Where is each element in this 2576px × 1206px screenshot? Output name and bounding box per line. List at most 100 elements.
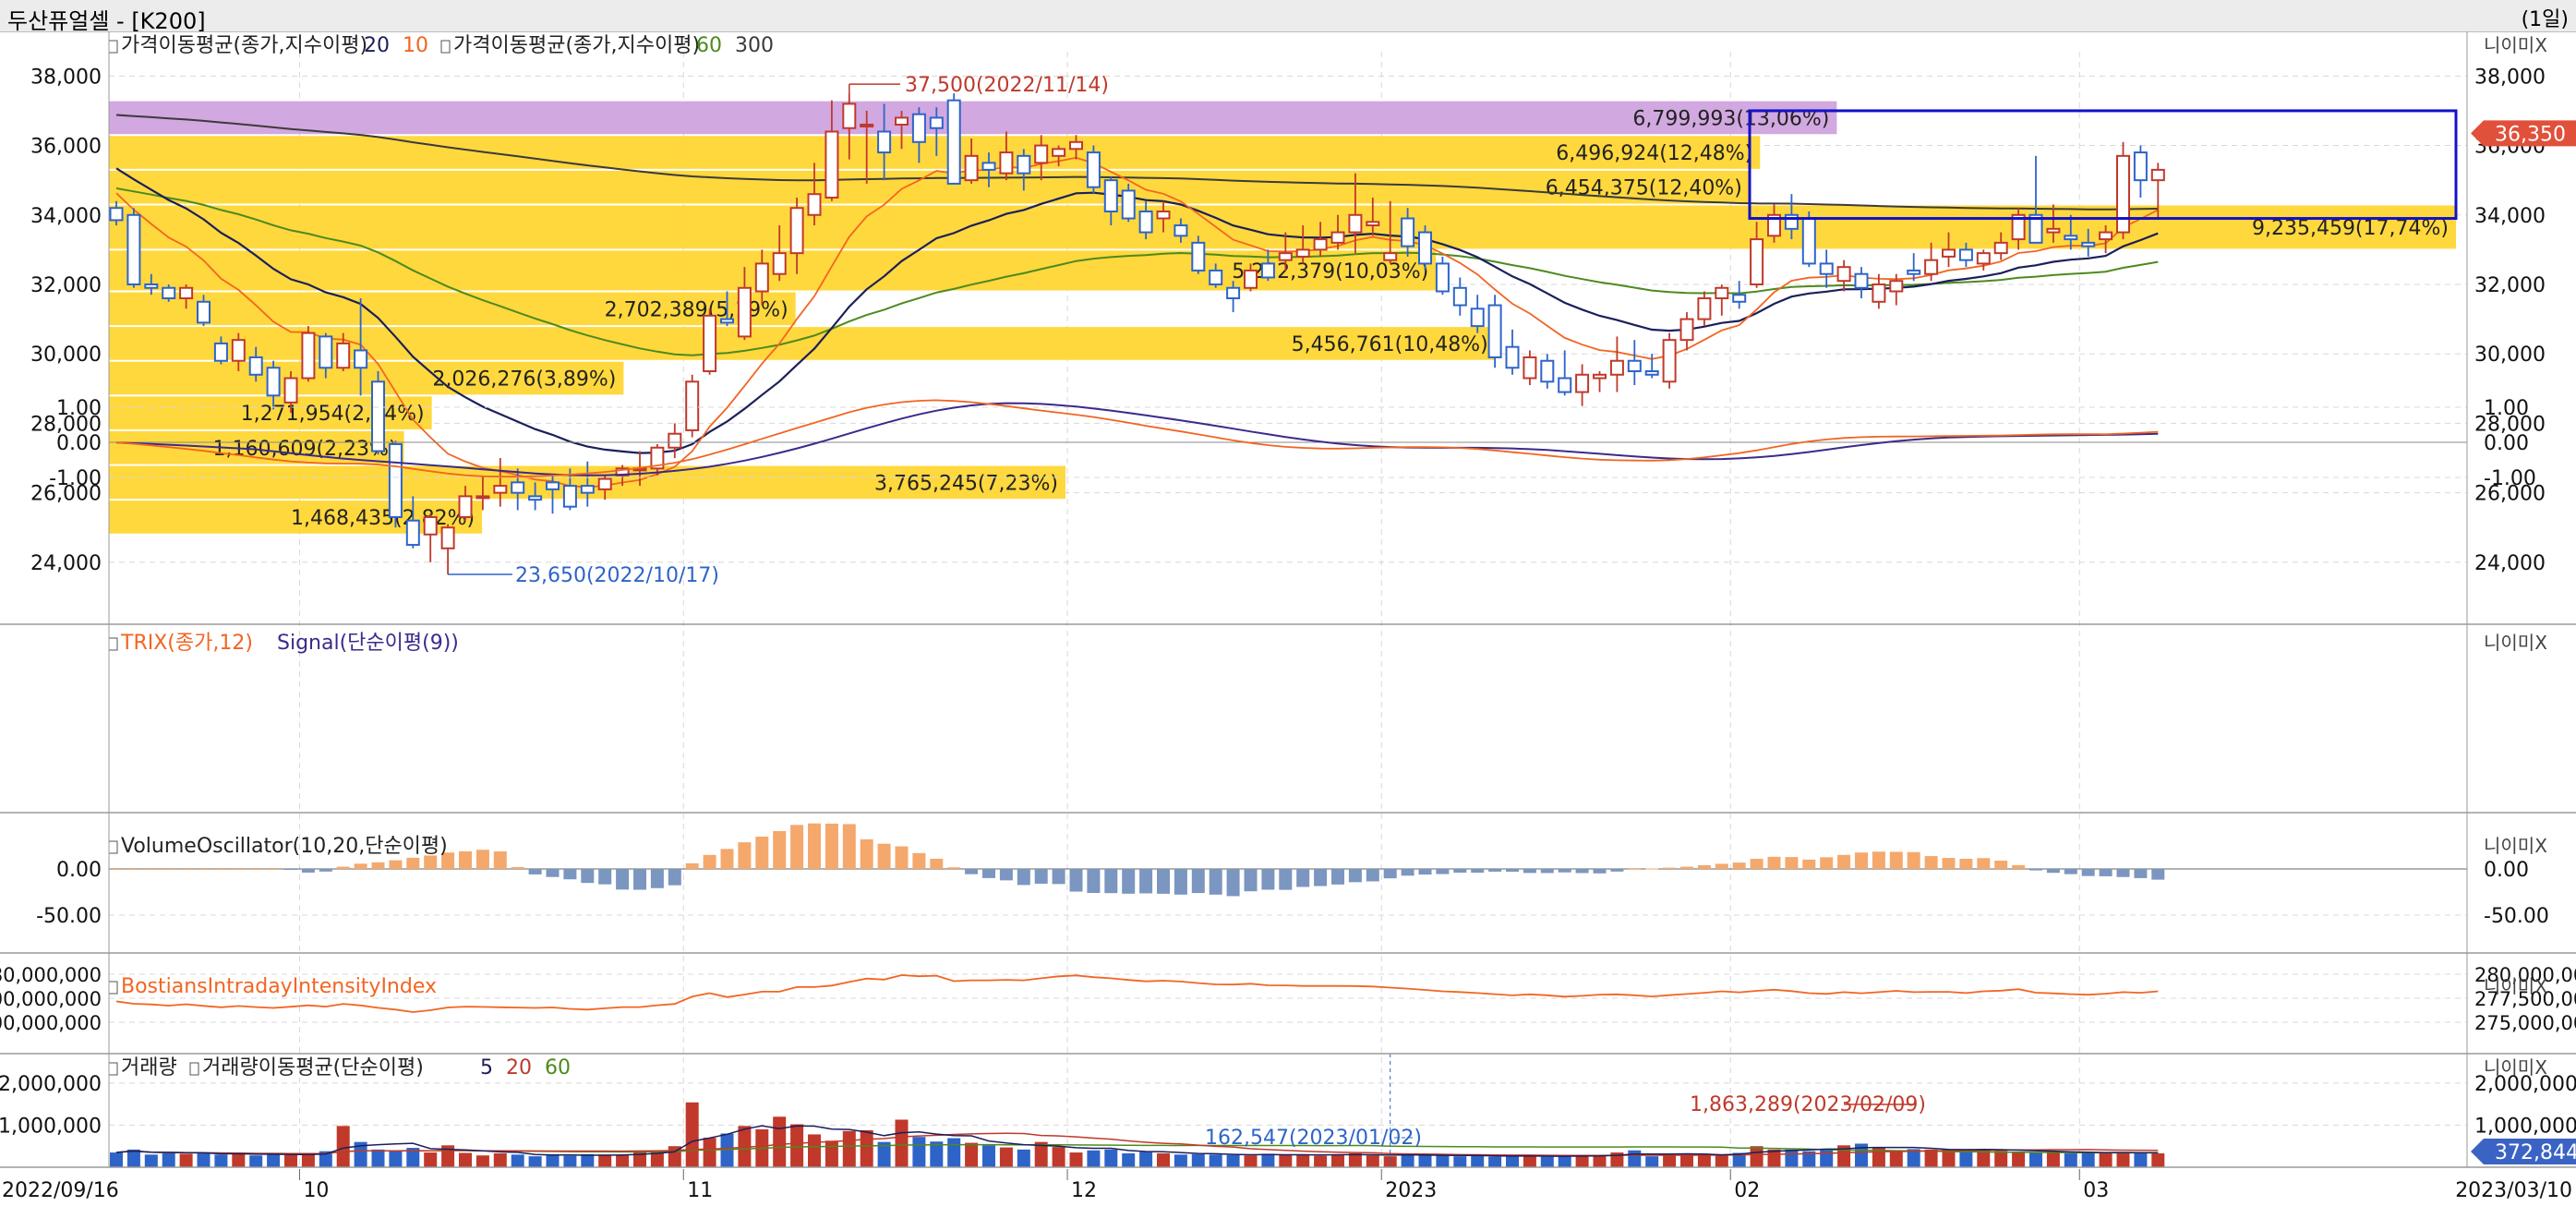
- vo-bar: [1540, 869, 1554, 874]
- volume-bar: [616, 1154, 630, 1167]
- candle-body: [650, 446, 665, 470]
- volume-bar: [1052, 1147, 1065, 1167]
- vo-bar: [126, 869, 140, 870]
- volume-bar: [249, 1155, 263, 1167]
- vo-bar: [528, 869, 542, 874]
- vo-bar: [1052, 869, 1065, 885]
- candle: [946, 93, 961, 185]
- vo-bar: [842, 824, 856, 869]
- candle: [2150, 163, 2165, 219]
- volume-tick-left: 2,000,000: [0, 1073, 102, 1096]
- candle: [440, 524, 455, 575]
- panel-controls: 니이미X: [2484, 34, 2547, 56]
- current-volume-tag: [2471, 1139, 2576, 1165]
- vo-bar: [738, 842, 752, 869]
- volume-profile-bar: [109, 101, 1837, 135]
- current-volume-label: 372,844: [2495, 1141, 2576, 1164]
- price-tick-left: 26,000: [30, 483, 102, 506]
- vo-bar: [703, 854, 716, 869]
- candle-body: [1138, 211, 1153, 234]
- candle: [2099, 225, 2113, 254]
- candle: [1750, 222, 1764, 288]
- candle: [1401, 208, 1415, 257]
- vo-bar: [1697, 864, 1711, 869]
- volume-bar: [1261, 1153, 1275, 1167]
- selection-box[interactable]: [1748, 109, 2458, 221]
- candle: [929, 107, 944, 156]
- vo-bar: [2151, 869, 2165, 880]
- vo-bar: [999, 869, 1013, 881]
- volume-bar: [144, 1154, 158, 1167]
- vo-bar: [1314, 869, 1328, 886]
- vo-bar: [2116, 869, 2130, 877]
- volume-bar: [2099, 1152, 2113, 1167]
- volume-bar: [2081, 1152, 2095, 1167]
- candle: [580, 461, 595, 507]
- candle: [981, 152, 996, 187]
- vo-bar: [930, 858, 944, 869]
- volume-bar: [1715, 1153, 1728, 1167]
- candle: [2028, 155, 2043, 244]
- high-label: 37,500(2022/11/14): [905, 74, 1109, 97]
- volume-bar: [1453, 1156, 1467, 1167]
- price-tick-right: 30,000: [2474, 344, 2546, 367]
- vo-bar: [1732, 862, 1746, 869]
- volume-bar: [877, 1141, 891, 1167]
- candle-body: [1924, 259, 1939, 275]
- candle: [475, 475, 490, 511]
- vo-bar: [1331, 869, 1344, 885]
- candle: [1260, 249, 1275, 282]
- volume-bar: [1296, 1154, 1310, 1167]
- volume-bar: [179, 1153, 193, 1167]
- candle-body: [1103, 179, 1118, 213]
- x-start-label: 2022/09/16: [2, 1179, 119, 1202]
- bii-line: [115, 974, 2159, 1013]
- bii-tick-right: 277,500,00: [2474, 988, 2576, 1010]
- price-tick-left: 28,000: [30, 413, 102, 436]
- vo-bar: [1488, 869, 1502, 872]
- volume-bar: [563, 1155, 577, 1167]
- candle-body: [946, 99, 961, 185]
- legend-checkbox: [108, 840, 118, 854]
- vo-bar: [1837, 854, 1851, 869]
- candle: [1052, 145, 1066, 167]
- candle-body: [754, 262, 769, 293]
- x-month-label: 2023: [1385, 1179, 1437, 1202]
- candle: [737, 267, 752, 341]
- volume-bar: [2134, 1152, 2148, 1167]
- volume-bar: [825, 1140, 838, 1167]
- price-tick-left: 38,000: [30, 66, 102, 89]
- vo-bar: [1436, 869, 1450, 874]
- volume-ma20: [115, 1132, 2159, 1156]
- chart-canvas[interactable]: 6,799,993(13,06%)6,496,924(12,48%)6,454,…: [0, 31, 2576, 1206]
- volume-bar: [2116, 1152, 2130, 1167]
- vo-bar: [232, 869, 246, 870]
- candle-body: [458, 495, 473, 518]
- volume-bar: [2064, 1152, 2077, 1167]
- volume-bar: [965, 1142, 979, 1167]
- candle-body: [336, 342, 351, 369]
- volume-bar: [895, 1119, 909, 1167]
- candle: [1103, 176, 1118, 226]
- vo-bar: [493, 850, 507, 869]
- volume-bar: [1034, 1141, 1048, 1167]
- vo-bar: [2134, 869, 2148, 878]
- candle: [1523, 350, 1537, 386]
- candle-body: [580, 485, 595, 494]
- volume-bar: [1471, 1155, 1485, 1167]
- volume-ma-legend: 거래량이동평균(단순이평): [202, 1056, 424, 1079]
- trix-panel: 1.00 1.00 0.00 0.00 -1.00 -1.00 TRIX(종가,12) Sig…: [49, 397, 2547, 655]
- candle-body: [1715, 286, 1729, 300]
- volume-bar: [301, 1154, 315, 1167]
- vo-bar: [982, 869, 995, 878]
- ma10-line: [115, 156, 2159, 488]
- volume-profile-bar: [109, 292, 796, 326]
- volume-bar: [389, 1151, 403, 1167]
- candle-body: [1174, 224, 1188, 237]
- vo-bar: [459, 850, 472, 869]
- candle: [1034, 135, 1049, 181]
- price-tick-right: 38,000: [2474, 66, 2546, 89]
- volume-profile-label: 9,235,459(17,74%): [2252, 217, 2449, 240]
- vo-bar: [773, 830, 787, 869]
